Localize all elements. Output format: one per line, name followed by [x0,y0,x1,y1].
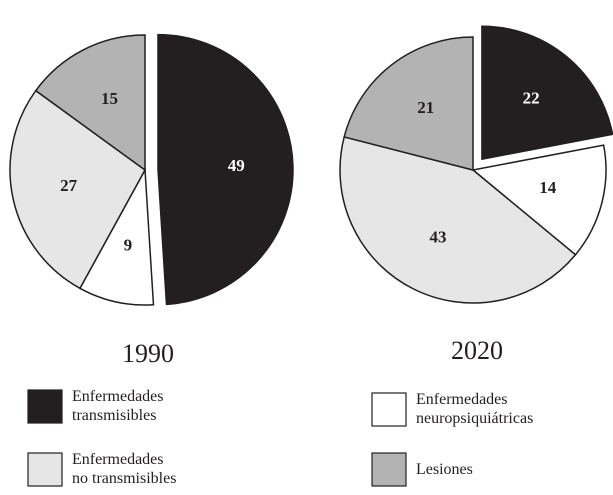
pie-slice [339,136,577,304]
slice-label: 15 [101,89,118,108]
legend-swatch [371,452,407,487]
pie-slice [343,36,474,171]
slice-label: 22 [523,89,540,108]
legend-label: Lesiones [416,460,473,478]
slice-label: 9 [124,235,133,254]
slice-label: 49 [228,156,245,175]
legend-label: Enfermedades no transmisibles [72,451,177,487]
pie-slice [9,89,146,290]
chart-title: 2020 [451,336,503,365]
slice-label: 43 [429,228,446,247]
legend-label: Enfermedades transmisibles [72,388,164,424]
chart-title: 1990 [122,339,174,368]
slice-label: 27 [60,176,78,195]
pie-slice [471,144,607,256]
legend-swatch [27,389,63,424]
slice-label: 14 [539,178,557,197]
pie-slice [481,25,613,161]
legend-label: Enfermedades neuropsiquiátricas [416,391,534,427]
slice-label: 21 [417,98,434,117]
legend-swatch [371,392,407,427]
legend-swatch [27,452,63,487]
pie-slice [157,33,294,306]
pie-slice [34,34,146,172]
